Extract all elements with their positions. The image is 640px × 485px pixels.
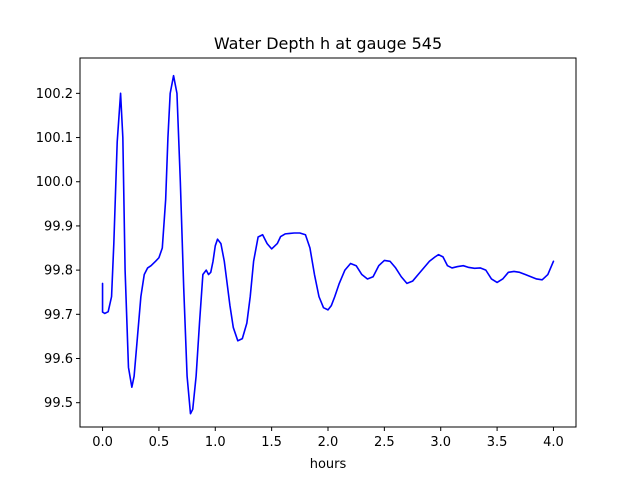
y-tick-label: 99.7 [44,308,73,323]
x-tick-label: 4.0 [543,435,564,450]
y-tick-label: 100.0 [36,175,73,190]
x-tick-label: 2.5 [374,435,395,450]
y-tick-label: 99.8 [44,264,73,279]
y-tick-label: 99.5 [44,396,73,411]
axes: 0.0 0.5 1.0 1.5 2.0 2.5 3.0 3.5 4.0 99.5 99.6 99.7 9… [36,57,577,450]
x-tick-label: 2.0 [318,435,339,450]
x-axis-label: hours [310,457,347,472]
y-tick-label: 99.6 [44,352,73,367]
x-tick-label: 1.5 [261,435,282,450]
x-tick-label: 0.5 [149,435,170,450]
y-tick-label: 99.9 [44,219,73,234]
y-tick-label: 100.1 [36,131,73,146]
plot-area [101,74,555,415]
y-tick-label: 100.2 [36,87,73,102]
x-tick-label: 3.0 [430,435,451,450]
chart-title: Water Depth h at gauge 545 [214,34,442,53]
x-tick-label: 1.0 [205,435,226,450]
x-tick-label: 3.5 [487,435,508,450]
x-tick-label: 0.0 [92,435,113,450]
series-line-0 [101,74,555,415]
